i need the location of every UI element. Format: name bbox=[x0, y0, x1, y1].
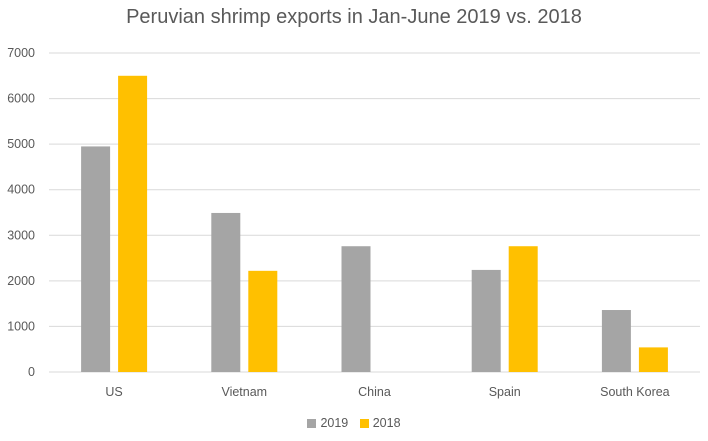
legend-swatch-2018 bbox=[359, 418, 369, 428]
legend-item-2018: 2018 bbox=[359, 416, 401, 430]
x-tick-label: US bbox=[105, 385, 122, 399]
y-tick-label: 5000 bbox=[7, 137, 35, 151]
bar-2018-south-korea bbox=[638, 347, 668, 372]
x-tick-label: China bbox=[358, 385, 391, 399]
bar-2018-spain bbox=[508, 246, 538, 372]
y-tick-label: 0 bbox=[28, 365, 35, 379]
bar-2019-china bbox=[341, 246, 371, 372]
bar-2019-us bbox=[81, 146, 111, 372]
bar-2019-vietnam bbox=[211, 212, 241, 372]
bar-2019-spain bbox=[471, 269, 501, 372]
bar-2018-vietnam bbox=[248, 270, 278, 372]
legend-swatch-2019 bbox=[307, 418, 317, 428]
y-tick-label: 6000 bbox=[7, 92, 35, 106]
y-tick-label: 3000 bbox=[7, 228, 35, 242]
y-tick-label: 2000 bbox=[7, 274, 35, 288]
x-tick-label: Spain bbox=[489, 385, 521, 399]
legend-item-2019: 2019 bbox=[307, 416, 348, 430]
legend-label: 2018 bbox=[372, 416, 401, 430]
x-tick-label: Vietnam bbox=[221, 385, 267, 399]
bar-2019-south-korea bbox=[601, 310, 631, 372]
y-tick-label: 4000 bbox=[7, 183, 35, 197]
legend-label: 2019 bbox=[320, 416, 349, 430]
x-tick-label: South Korea bbox=[600, 385, 670, 399]
y-tick-label: 7000 bbox=[7, 46, 35, 60]
chart-title: Peruvian shrimp exports in Jan-June 2019… bbox=[126, 6, 582, 28]
y-tick-label: 1000 bbox=[7, 319, 35, 333]
bar-2018-us bbox=[118, 75, 148, 373]
legend: 2019 2018 bbox=[0, 416, 708, 431]
